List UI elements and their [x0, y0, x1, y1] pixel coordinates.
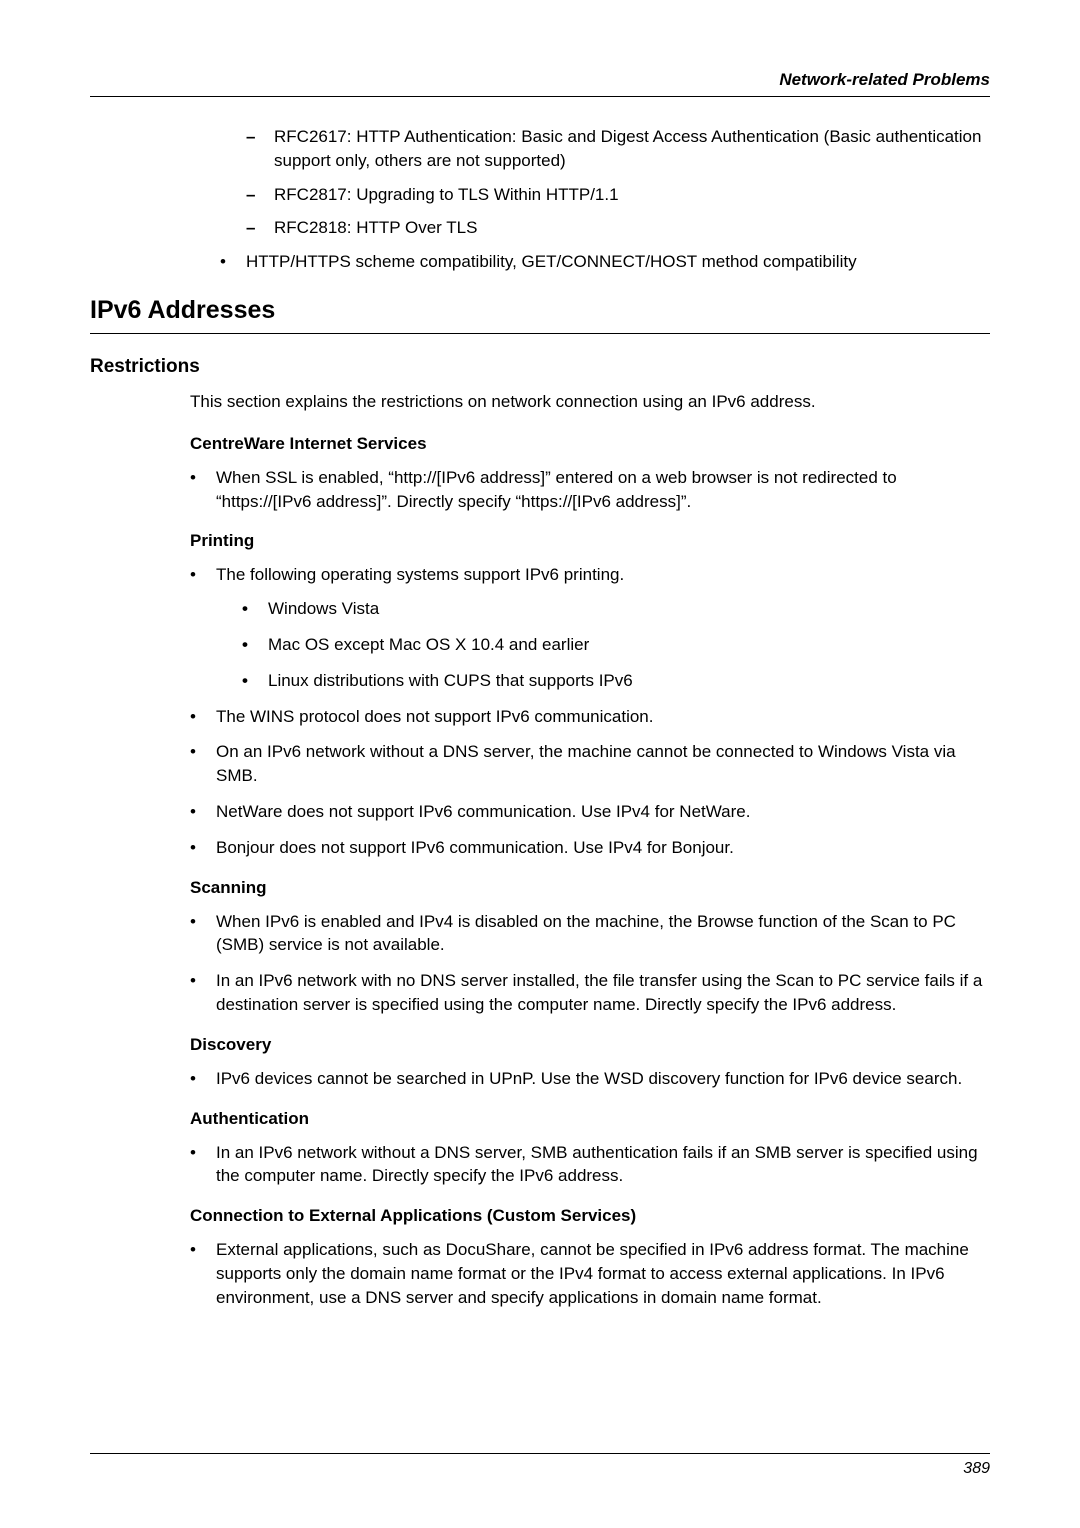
group-heading: Authentication — [190, 1109, 990, 1129]
list-item: Windows Vista — [242, 597, 990, 621]
list-item: On an IPv6 network without a DNS server,… — [190, 740, 990, 788]
continuation-block: RFC2617: HTTP Authentication: Basic and … — [220, 125, 990, 274]
group-heading: Connection to External Applications (Cus… — [190, 1206, 990, 1226]
compat-bullet-list: HTTP/HTTPS scheme compatibility, GET/CON… — [220, 250, 990, 274]
restrictions-content: This section explains the restrictions o… — [190, 390, 990, 1310]
list-item: In an IPv6 network without a DNS server,… — [190, 1141, 990, 1189]
rfc-dash-list: RFC2617: HTTP Authentication: Basic and … — [246, 125, 990, 240]
list-item: The following operating systems support … — [190, 563, 990, 692]
list-item: RFC2817: Upgrading to TLS Within HTTP/1.… — [246, 183, 990, 207]
list-item: In an IPv6 network with no DNS server in… — [190, 969, 990, 1017]
list-item: Mac OS except Mac OS X 10.4 and earlier — [242, 633, 990, 657]
group-bullets: In an IPv6 network without a DNS server,… — [190, 1141, 990, 1189]
group-bullets: The following operating systems support … — [190, 563, 990, 859]
group-bullets: External applications, such as DocuShare… — [190, 1238, 990, 1309]
list-item: NetWare does not support IPv6 communicat… — [190, 800, 990, 824]
page-number: 389 — [963, 1460, 990, 1477]
list-item: Linux distributions with CUPS that suppo… — [242, 669, 990, 693]
group-heading: Printing — [190, 531, 990, 551]
list-item: External applications, such as DocuShare… — [190, 1238, 990, 1309]
section-heading-ipv6: IPv6 Addresses — [90, 296, 990, 334]
intro-text: This section explains the restrictions o… — [190, 390, 990, 414]
group-bullets: When SSL is enabled, “http://[IPv6 addre… — [190, 466, 990, 514]
group-heading: Scanning — [190, 878, 990, 898]
group-bullets: When IPv6 is enabled and IPv4 is disable… — [190, 910, 990, 1017]
nested-os-list: Windows Vista Mac OS except Mac OS X 10.… — [242, 597, 990, 692]
list-item-text: The following operating systems support … — [216, 565, 624, 584]
subsection-heading-restrictions: Restrictions — [90, 356, 990, 378]
page-footer: 389 — [90, 1453, 990, 1478]
list-item: The WINS protocol does not support IPv6 … — [190, 705, 990, 729]
page-header: Network-related Problems — [90, 70, 990, 97]
group-heading: Discovery — [190, 1035, 990, 1055]
list-item: RFC2617: HTTP Authentication: Basic and … — [246, 125, 990, 173]
list-item: RFC2818: HTTP Over TLS — [246, 216, 990, 240]
list-item: When IPv6 is enabled and IPv4 is disable… — [190, 910, 990, 958]
group-heading: CentreWare Internet Services — [190, 434, 990, 454]
group-bullets: IPv6 devices cannot be searched in UPnP.… — [190, 1067, 990, 1091]
list-item: IPv6 devices cannot be searched in UPnP.… — [190, 1067, 990, 1091]
list-item: When SSL is enabled, “http://[IPv6 addre… — [190, 466, 990, 514]
list-item: HTTP/HTTPS scheme compatibility, GET/CON… — [220, 250, 990, 274]
list-item: Bonjour does not support IPv6 communicat… — [190, 836, 990, 860]
